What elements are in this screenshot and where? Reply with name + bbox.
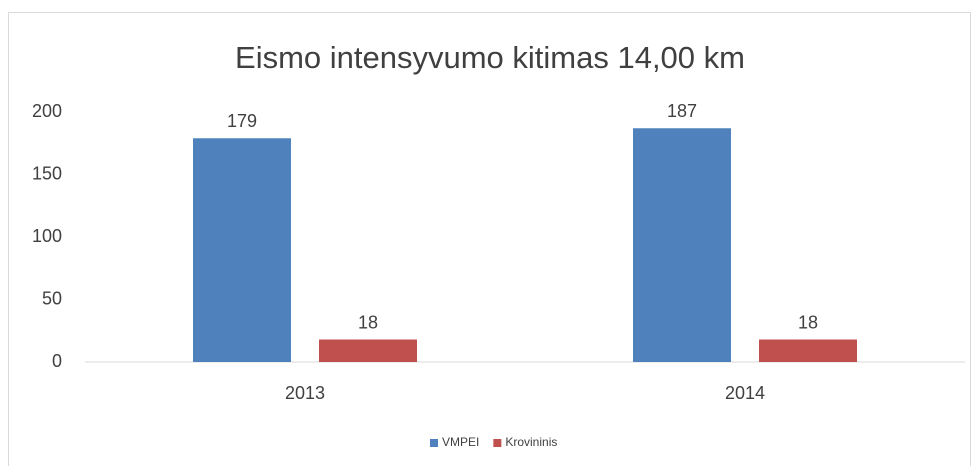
bar — [759, 339, 857, 362]
bar — [633, 128, 731, 362]
legend-swatch — [430, 439, 438, 447]
x-tick-label: 2014 — [725, 383, 765, 403]
legend-label: VMPEI — [442, 435, 479, 449]
legend-swatch — [493, 439, 502, 447]
legend-label: Krovininis — [505, 435, 557, 449]
data-label: 18 — [798, 312, 818, 332]
y-tick-label: 150 — [32, 163, 62, 183]
chart-title: Eismo intensyvumo kitimas 14,00 km — [235, 40, 745, 75]
chart-border — [8, 12, 971, 466]
bar — [319, 339, 417, 362]
data-label: 179 — [227, 111, 257, 131]
bar — [193, 138, 291, 362]
y-tick-label: 50 — [42, 288, 62, 308]
y-tick-label: 100 — [32, 226, 62, 246]
data-label: 18 — [358, 312, 378, 332]
y-tick-label: 200 — [32, 101, 62, 121]
y-tick-label: 0 — [52, 351, 62, 371]
data-label: 187 — [667, 101, 697, 121]
x-tick-label: 2013 — [285, 383, 325, 403]
